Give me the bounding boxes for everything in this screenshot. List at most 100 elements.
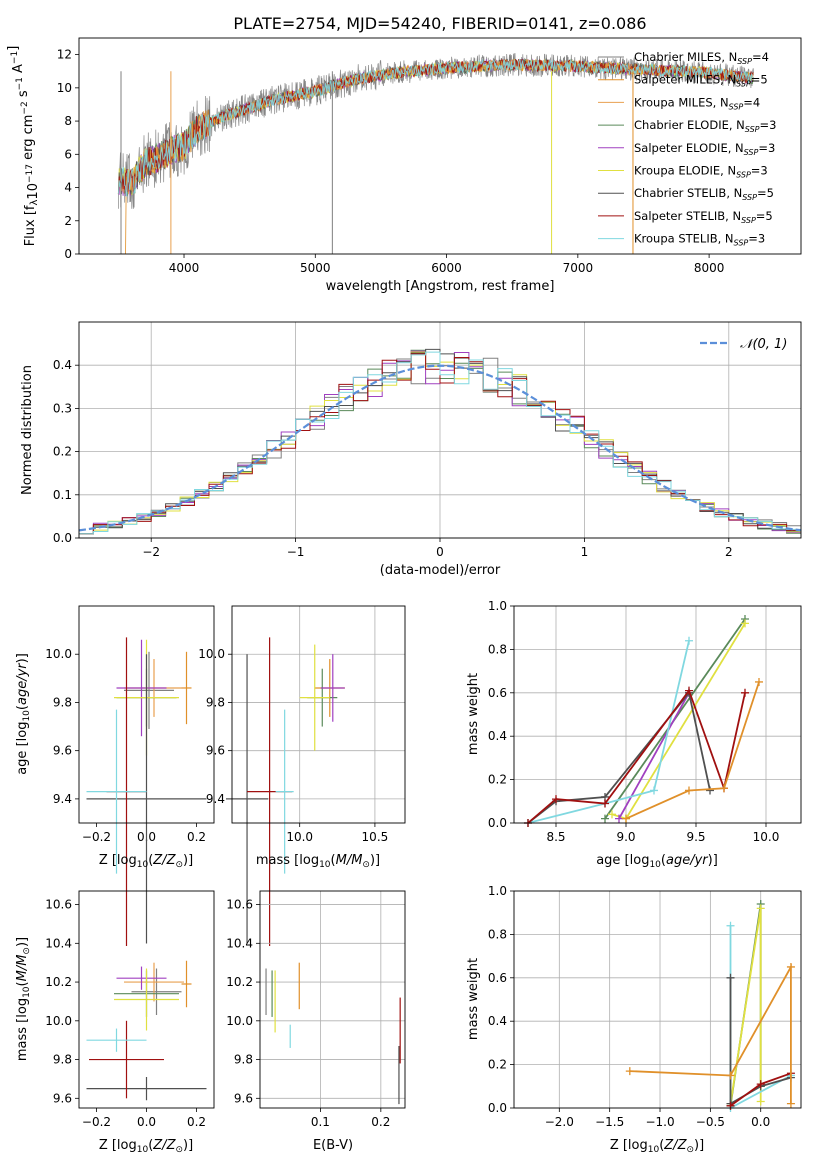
weight_vs_age-marker <box>552 795 560 804</box>
spectrum-ytick-label: 4 <box>64 181 72 195</box>
weight_vs_Z-ytick-label: 0.4 <box>488 1014 507 1028</box>
age-vs-z-xlabel-part: Z [log <box>99 853 137 868</box>
weight_vs_age-marker <box>755 677 763 686</box>
residuals-axes: −2 −1 0 1 2 0.0 0.1 0.2 0.3 0.4 <box>53 322 801 559</box>
age-vs-z-xlabel-part: )] <box>183 853 193 868</box>
residuals-ytick-label: 0.3 <box>53 401 72 415</box>
residuals-xtick-label: 2 <box>725 545 733 559</box>
weight_vs_Z-ytick-label: 0.0 <box>488 1101 507 1115</box>
weight_vs_Z-xtick-label: −1.5 <box>595 1115 624 1129</box>
weight-vs-age-ylabel: mass weight <box>466 673 481 755</box>
weight_vs_age-line-1 <box>625 681 760 820</box>
spectrum-ylabel-part: −2 <box>20 101 30 114</box>
residuals-xtick-label: −1 <box>287 545 305 559</box>
residuals-ytick-label: 0.2 <box>53 445 72 459</box>
mass_vs_Z-xtick-label: −0.2 <box>82 1115 111 1129</box>
weight_vs_Z-axes: −2.0 −1.5 −1.0 −0.5 0.0 0.0 0.2 0.4 0.6 0.8 1.0 <box>488 884 801 1129</box>
weight_vs_age-marker <box>622 814 630 823</box>
mass_vs_EBV-frame <box>259 890 406 1109</box>
weight_vs_Z-marker <box>786 1099 795 1108</box>
legend-label-post: =3 <box>751 164 768 178</box>
mass-vs-z-ylabel-part: ⊙ <box>22 947 32 955</box>
mass_vs_EBV-points <box>265 962 401 1105</box>
residuals-xtick-label: 1 <box>581 545 589 559</box>
mass_vs_Z-ytick-label: 9.8 <box>53 1053 72 1067</box>
weight_vs_age-line-4 <box>618 692 690 820</box>
weight_vs_age-ytick-label: 0.2 <box>488 773 507 787</box>
legend-label-text: Chabrier MILES, N <box>634 50 737 64</box>
spectrum-ylabel-part: Flux [f <box>23 205 38 246</box>
legend-label-3: Chabrier ELODIE, NSSP=3 <box>634 118 776 134</box>
mass_vs_EBV-ytick-label: 9.8 <box>234 1053 253 1067</box>
weight_vs_Z-frame <box>513 890 802 1109</box>
weight_vs_age-xtick-label: 9.5 <box>686 830 705 844</box>
weight-vs-age-xlabel-part: ( <box>661 853 666 868</box>
mass_vs_EBV-xtick-label: 0.1 <box>311 1115 330 1129</box>
weight-vs-age-xlabel-part: 10 <box>649 860 661 870</box>
weight_vs_age-marker <box>685 686 693 695</box>
legend-label-4: Salpeter ELODIE, NSSP=3 <box>634 141 775 157</box>
age_vs_Z-ytick-label: 9.6 <box>53 744 72 758</box>
spectrum-series-1 <box>118 58 754 254</box>
age_vs_Z-ytick-label: 9.4 <box>53 792 72 806</box>
age-vs-z-xlabel-part: ⊙ <box>175 860 183 870</box>
mass-vs-z-xlabel-part: Z [log <box>99 1138 137 1153</box>
age_vs_mass-ytick-label: 9.4 <box>206 792 225 806</box>
weight_vs_age-marker <box>608 810 616 819</box>
residuals-ytick-label: 0.4 <box>53 358 72 372</box>
age-vs-z-ylabel-part: ( <box>15 705 30 710</box>
legend-label-text: Chabrier ELODIE, N <box>634 118 745 132</box>
weight_vs_age-ytick-label: 0.6 <box>488 686 507 700</box>
age-vs-z-ylabel: age [log10(age/yr)] <box>15 653 32 775</box>
age-vs-z-xlabel-part: 10 <box>137 860 149 870</box>
residuals-series-8 <box>79 351 801 535</box>
weight_vs_age-marker <box>685 636 693 645</box>
age_vs_mass-frame <box>231 605 406 824</box>
weight-vs-z-xlabel-part: ( <box>659 1138 664 1153</box>
weight_vs_Z-line-5 <box>729 908 762 1104</box>
spectrum-ylabel-part: A <box>11 64 26 77</box>
weight_vs_age-ytick-label: 0.8 <box>488 642 507 656</box>
weight_vs_age-series <box>524 615 796 827</box>
mass-vs-z-xlabel: Z [log10(Z/Z⊙)] <box>99 1138 193 1155</box>
mass-vs-z-xlabel-part: ( <box>148 1138 153 1153</box>
spectrum-ytick-label: 2 <box>64 214 72 228</box>
weight_vs_age-marker <box>601 814 609 823</box>
weight_vs_Z-marker <box>726 1071 735 1080</box>
legend-label-8: Kroupa STELIB, NSSP=3 <box>634 232 765 248</box>
weight_vs_age-marker <box>615 814 623 823</box>
mass_vs_Z-axes: −0.2 0.0 0.2 9.6 9.8 10.0 10.2 10.4 10.6 <box>45 898 206 1129</box>
age-vs-mass-xlabel-part: )] <box>370 853 380 868</box>
age-vs-mass-xlabel: mass [log10(M/M⊙)] <box>256 853 380 870</box>
mass_vs_EBV-ytick-label: 10.2 <box>226 975 253 989</box>
spectrum-ylabel-part: erg cm <box>21 115 36 164</box>
legend-label-5: Kroupa ELODIE, NSSP=3 <box>634 164 768 180</box>
spectrum-lines <box>117 52 754 254</box>
mass-vs-z-ylabel-part: ( <box>15 981 30 986</box>
age_vs_Z-ytick-label: 9.8 <box>53 695 72 709</box>
age_vs_Z-ytick-label: 10.0 <box>45 647 72 661</box>
legend-label-sub: SSP <box>734 239 749 248</box>
weight_vs_Z-marker <box>756 1080 765 1089</box>
weight-vs-z-xlabel-part: Z/Z <box>663 1138 687 1153</box>
age-vs-mass-xlabel-part: M/M <box>336 853 363 868</box>
weight_vs_Z-xtick-label: −1.0 <box>645 1115 674 1129</box>
axes-layer: 4000 5000 6000 7000 8000024681012wavelength … <box>6 37 802 1155</box>
age-vs-z-ylabel-part: age [log <box>15 722 30 775</box>
spectrum-ylabel-part: −17 <box>25 164 35 183</box>
age_vs_mass-xtick-label: 10.0 <box>286 830 313 844</box>
spectrum-ytick-label: 10 <box>57 81 72 95</box>
weight_vs_age-marker <box>741 779 749 788</box>
mass_vs_EBV-axes: 0.1 0.2 9.6 9.8 10.0 10.2 10.4 10.6 <box>226 891 405 1129</box>
weight_vs_age-marker <box>776 786 784 795</box>
weight_vs_age-marker <box>650 786 658 795</box>
weight_vs_age-line-7 <box>527 688 746 824</box>
age-vs-z-xlabel: Z [log10(Z/Z⊙)] <box>99 853 193 870</box>
weight_vs_age-ytick-label: 1.0 <box>488 599 507 613</box>
legend-label-text: Salpeter ELODIE, N <box>634 141 744 155</box>
legend-label-post: =4 <box>752 50 769 64</box>
weight_vs_Z-ytick-label: 0.2 <box>488 1058 507 1072</box>
spectrum-xtick-label: 6000 <box>431 261 462 275</box>
legend-label-text: Chabrier STELIB, N <box>634 186 742 200</box>
mass_vs_EBV-ytick-label: 10.6 <box>226 898 253 912</box>
